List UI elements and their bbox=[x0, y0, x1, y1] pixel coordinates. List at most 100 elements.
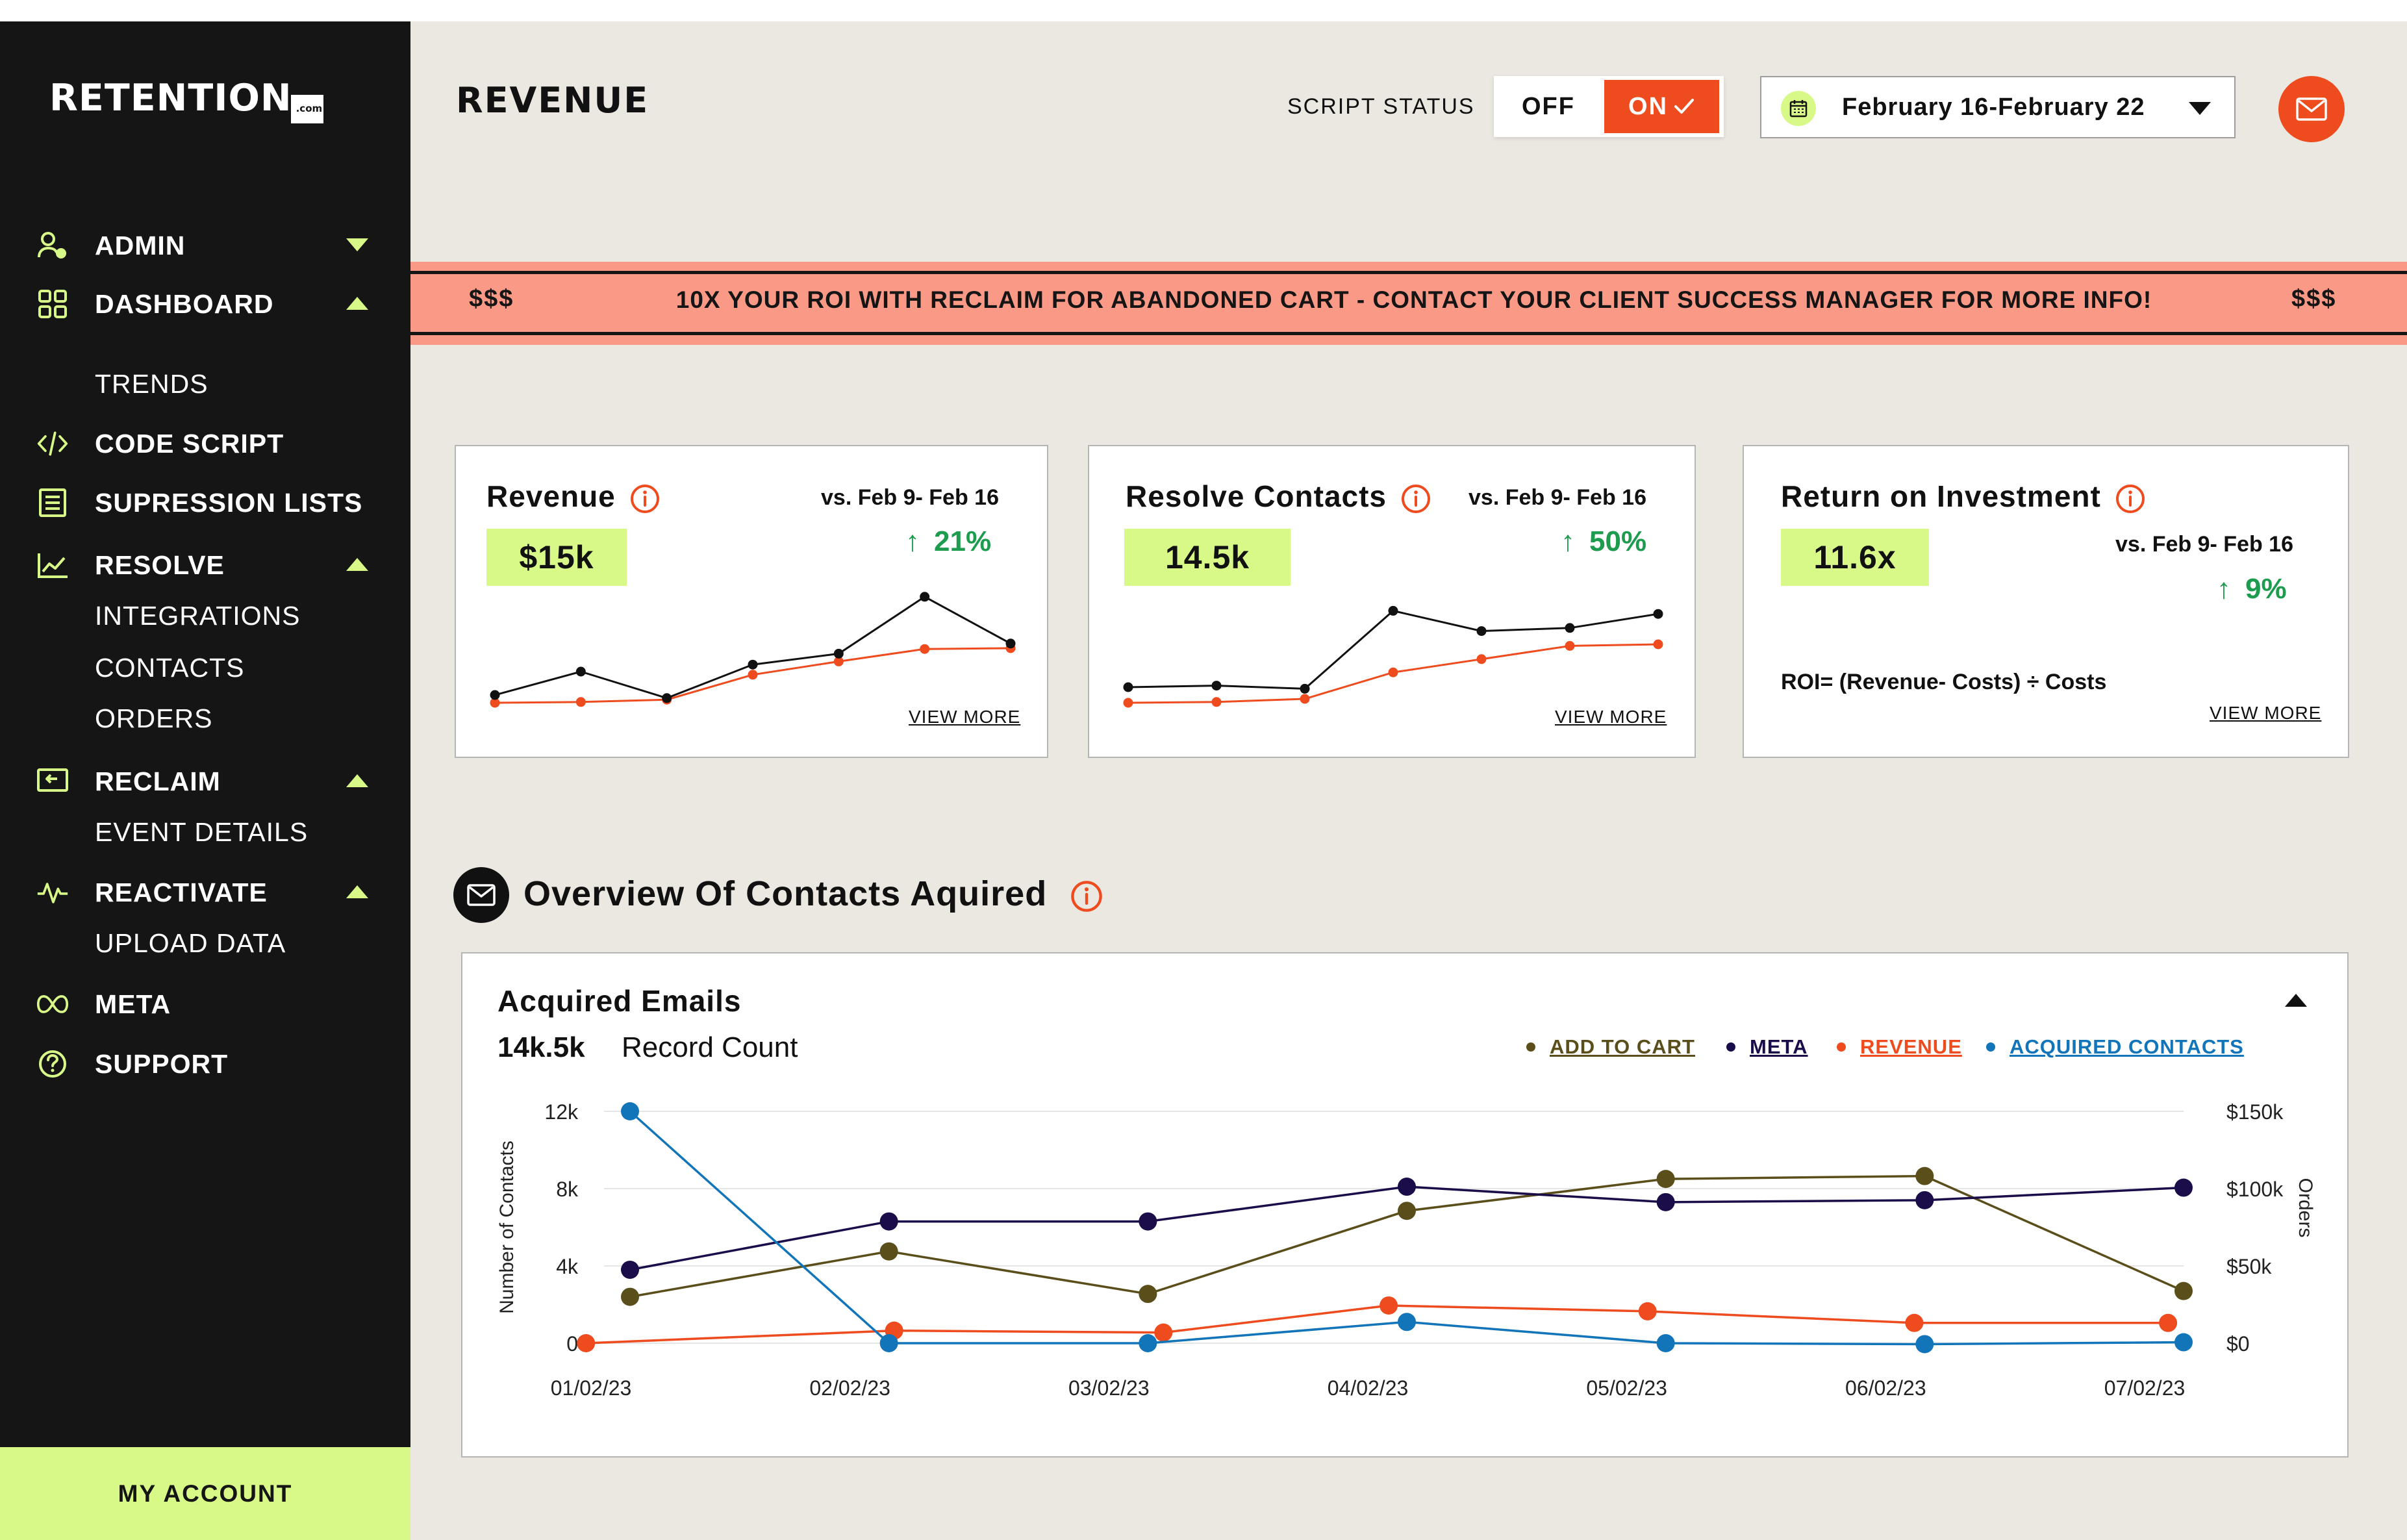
sparkline-point bbox=[1211, 697, 1222, 707]
sidebar-item-contacts[interactable]: CONTACTS bbox=[95, 653, 245, 683]
info-icon[interactable] bbox=[1400, 483, 1432, 515]
sidebar-item-integrations[interactable]: INTEGRATIONS bbox=[95, 601, 301, 631]
sparkline-point bbox=[662, 693, 672, 703]
sparkline-point bbox=[1476, 626, 1487, 637]
date-range-picker[interactable]: February 16-February 22 bbox=[1760, 76, 2236, 138]
data-point bbox=[2174, 1281, 2193, 1300]
page-title: REVENUE bbox=[456, 80, 649, 121]
sidebar-item-trends[interactable]: TRENDS bbox=[95, 369, 208, 399]
data-point bbox=[1638, 1302, 1657, 1320]
chevron-down-icon[interactable] bbox=[346, 238, 368, 251]
banner-rule-top bbox=[410, 271, 2407, 274]
sidebar-item-meta[interactable]: META bbox=[0, 981, 410, 1027]
sidebar-item-support[interactable]: SUPPORT bbox=[0, 1041, 410, 1087]
sidebar-item-reactivate[interactable]: REACTIVATE bbox=[0, 870, 410, 915]
kpi-title: Return on Investment bbox=[1781, 479, 2147, 515]
sparkline-point bbox=[920, 592, 930, 602]
code-icon bbox=[36, 429, 69, 458]
sidebar: RETENTION .com ADMIN DASHBOARD TRENDS COD… bbox=[0, 21, 410, 1540]
acquired-emails-line-chart: 12k $150k 8k $100k 4k $50k 0 $0 01/02/23 02/02/23… bbox=[496, 1100, 2316, 1400]
sidebar-item-resolve[interactable]: RESOLVE bbox=[0, 542, 410, 588]
y2-tick-label: $100k bbox=[2226, 1178, 2284, 1201]
sidebar-item-label: META bbox=[95, 989, 171, 1019]
logo-text: RETENTION bbox=[49, 77, 292, 120]
data-point bbox=[1656, 1334, 1675, 1352]
sparkline-point bbox=[1565, 640, 1575, 651]
info-icon[interactable] bbox=[2114, 483, 2147, 515]
kpi-title-text: Resolve Contacts bbox=[1126, 479, 1387, 513]
sidebar-item-reclaim[interactable]: RECLAIM bbox=[0, 759, 410, 804]
data-point bbox=[1380, 1296, 1398, 1315]
section-title: Overview Of Contacts Aquired bbox=[523, 874, 1104, 914]
data-point bbox=[577, 1334, 596, 1352]
view-more-link[interactable]: VIEW MORE bbox=[909, 707, 1021, 727]
banner-message[interactable]: 10X YOUR ROI WITH RECLAIM FOR ABANDONED … bbox=[675, 286, 2152, 313]
kpi-title: Revenue bbox=[486, 479, 661, 515]
info-icon[interactable] bbox=[1069, 879, 1104, 914]
sparkline-point bbox=[575, 666, 586, 677]
sparkline-point bbox=[575, 697, 586, 707]
sidebar-item-orders[interactable]: ORDERS bbox=[95, 703, 213, 733]
sidebar-item-event-details[interactable]: EVENT DETAILS bbox=[95, 817, 309, 847]
chart-title: Acquired Emails bbox=[498, 984, 742, 1018]
info-icon[interactable] bbox=[629, 483, 661, 515]
sidebar-item-label: RESOLVE bbox=[95, 549, 225, 580]
collapse-chevron-icon[interactable] bbox=[2285, 994, 2307, 1007]
my-account-button[interactable]: MY ACCOUNT bbox=[0, 1447, 410, 1540]
sparkline-point bbox=[748, 670, 758, 680]
kpi-card-roi: Return on Investment 11.6x vs. Feb 9- Fe… bbox=[1743, 445, 2349, 758]
x-tick-label: 04/02/23 bbox=[1328, 1376, 1409, 1400]
admin-user-icon bbox=[36, 231, 69, 260]
data-point bbox=[1154, 1323, 1173, 1342]
resolve-contacts-sparkline bbox=[1123, 605, 1663, 708]
script-status-toggle[interactable]: OFF ON bbox=[1494, 76, 1724, 137]
chevron-up-icon[interactable] bbox=[346, 774, 368, 787]
legend-dot bbox=[1837, 1042, 1846, 1052]
legend-revenue[interactable]: REVENUE bbox=[1837, 1035, 1962, 1059]
dashboard-grid-icon bbox=[36, 290, 69, 318]
sidebar-item-upload-data[interactable]: UPLOAD DATA bbox=[95, 928, 286, 958]
data-point bbox=[2174, 1178, 2193, 1197]
line-chart-icon bbox=[36, 551, 69, 579]
data-point bbox=[2159, 1313, 2178, 1332]
y-tick-label: 12k bbox=[544, 1100, 579, 1124]
legend-acquired-contacts[interactable]: ACQUIRED CONTACTS bbox=[1986, 1035, 2244, 1059]
legend-label: ACQUIRED CONTACTS bbox=[2010, 1035, 2244, 1058]
kpi-change: ↑ 9% bbox=[2217, 573, 2287, 605]
arrow-up-icon: ↑ bbox=[1561, 525, 1575, 557]
retention-logo[interactable]: RETENTION .com bbox=[49, 77, 324, 123]
data-point bbox=[1656, 1193, 1675, 1211]
legend-dot bbox=[1526, 1042, 1535, 1052]
legend-meta[interactable]: META bbox=[1726, 1035, 1808, 1059]
view-more-link[interactable]: VIEW MORE bbox=[1555, 707, 1667, 727]
sidebar-item-dashboard[interactable]: DASHBOARD bbox=[0, 281, 410, 327]
kpi-change: ↑ 50% bbox=[1561, 525, 1646, 558]
sparkline-point bbox=[1300, 683, 1310, 694]
kpi-compare: vs. Feb 9- Feb 16 bbox=[2115, 532, 2293, 557]
sidebar-item-supression-lists[interactable]: SUPRESSION LISTS bbox=[0, 480, 410, 525]
sparkline-point bbox=[1005, 638, 1016, 649]
script-status-label: SCRIPT STATUS bbox=[1287, 94, 1475, 119]
chevron-up-icon[interactable] bbox=[346, 885, 368, 898]
sidebar-item-code-script[interactable]: CODE SCRIPT bbox=[0, 421, 410, 466]
kpi-change: ↑ 21% bbox=[905, 525, 991, 558]
kpi-card-revenue: Revenue vs. Feb 9- Feb 16 $15k ↑ 21% VIEW… bbox=[455, 445, 1048, 758]
revenue-sparkline bbox=[490, 592, 1016, 708]
kpi-change-value: 21% bbox=[934, 525, 992, 557]
sidebar-item-label: DASHBOARD bbox=[95, 288, 274, 319]
view-more-link[interactable]: VIEW MORE bbox=[2210, 703, 2322, 723]
check-icon bbox=[1674, 99, 1694, 114]
toggle-on-option[interactable]: ON bbox=[1604, 80, 1719, 133]
reclaim-icon bbox=[36, 767, 69, 796]
legend-add-to-cart[interactable]: ADD TO CART bbox=[1526, 1035, 1695, 1059]
chevron-up-icon[interactable] bbox=[346, 558, 368, 571]
messages-button[interactable] bbox=[2278, 76, 2345, 142]
promo-banner: $$$ 10X YOUR ROI WITH RECLAIM FOR ABANDO… bbox=[410, 262, 2407, 345]
sidebar-item-label: SUPRESSION LISTS bbox=[95, 487, 363, 518]
chevron-up-icon[interactable] bbox=[346, 297, 368, 310]
toggle-off-option[interactable]: OFF bbox=[1522, 92, 1575, 120]
sidebar-item-admin[interactable]: ADMIN bbox=[0, 223, 410, 268]
date-range-value: February 16-February 22 bbox=[1842, 93, 2145, 121]
kpi-title-text: Return on Investment bbox=[1781, 479, 2101, 513]
sparkline-point bbox=[748, 659, 758, 670]
